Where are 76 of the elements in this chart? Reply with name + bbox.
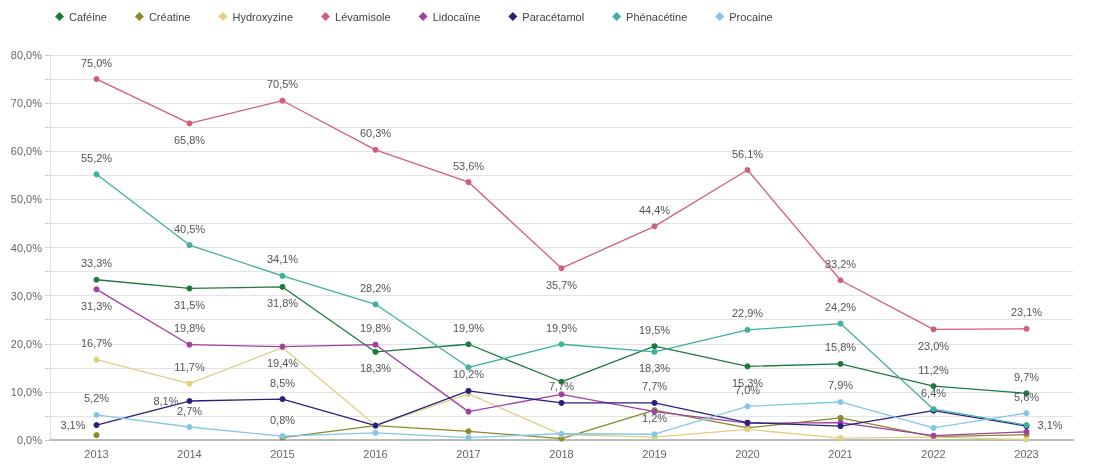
data-label: 33,2% [824,257,857,270]
data-label: 19,8% [359,322,392,335]
data-label: 19,9% [452,321,485,334]
legend-label: Lévamisole [335,10,391,23]
data-label: 1,2% [641,411,668,424]
data-label: 19,4% [266,357,299,370]
legend-label: Créatine [148,10,191,23]
x-tick-label: 2021 [828,447,853,460]
data-label: 65,8% [173,133,206,146]
data-label: 7,9% [827,379,854,392]
data-label: 16,7% [80,337,113,350]
data-label: 18,3% [638,362,671,375]
data-label: 33,3% [80,257,113,270]
data-label: 2,7% [176,404,203,417]
y-tick-label: 30,0% [10,289,43,302]
data-label: 23,0% [917,339,950,352]
data-label: 6,4% [920,386,947,399]
legend-label: Lidocaïne [432,10,481,23]
data-label: 31,8% [266,297,299,310]
data-label: 18,3% [359,362,392,375]
data-label: 60,3% [359,127,392,140]
x-tick-label: 2016 [363,447,388,460]
data-label: 5,6% [1013,390,1040,403]
data-label: 15,8% [824,341,857,354]
data-label: 8,1% [153,395,179,408]
data-label: 19,8% [173,322,206,335]
data-label: 28,2% [359,281,392,294]
data-label: 11,7% [174,361,205,374]
x-tick-label: 2013 [84,447,109,460]
data-label: 5,2% [83,392,110,405]
data-label: 34,1% [266,253,299,266]
data-label: 9,7% [1013,370,1040,383]
x-tick-label: 2015 [270,447,295,460]
data-label: 3,1% [60,419,86,432]
data-label: 19,5% [638,323,671,336]
data-label: 55,2% [80,151,113,164]
y-tick-label: 0,0% [16,434,43,446]
x-tick-label: 2014 [177,447,202,460]
y-tick-label: 40,0% [10,241,43,254]
data-label: 10,2% [452,368,485,381]
data-label: 70,5% [266,78,299,91]
data-label: 53,6% [452,159,485,172]
x-tick-label: 2019 [642,447,667,460]
y-tick-label: 10,0% [10,385,43,398]
data-label: 22,9% [731,307,764,320]
data-label: 35,7% [545,278,578,291]
data-label: 31,3% [80,299,113,312]
legend-label: Procaine [729,10,773,23]
data-label: 23,1% [1010,306,1043,319]
y-tick-label: 50,0% [10,193,43,206]
data-label: 3,1% [1037,419,1063,432]
legend-label: Hydroxyzine [232,10,294,23]
x-tick-label: 2020 [735,447,760,460]
y-tick-label: 20,0% [10,337,43,350]
data-label: 7,7% [641,380,668,393]
x-tick-label: 2023 [1014,447,1039,460]
data-label: 40,5% [173,222,206,235]
data-label: 44,4% [638,203,671,216]
x-tick-label: 2022 [921,447,946,460]
data-label: 31,5% [173,298,206,311]
data-label: 0,8% [269,413,296,426]
data-label: 75,0% [80,56,113,69]
y-tick-label: 80,0% [10,49,43,61]
data-label: 56,1% [731,147,764,160]
legend-label: Caféine [69,10,107,23]
data-label: 11,2% [918,363,949,376]
x-tick-label: 2018 [549,447,574,460]
y-tick-label: 70,0% [10,97,43,110]
data-label: 24,2% [824,301,857,314]
y-tick-label: 60,0% [10,145,43,158]
legend-label: Phénacétine [626,10,688,23]
data-label: 7,7% [548,380,575,393]
legend-label: Paracétamol [522,10,585,23]
x-tick-label: 2017 [456,447,481,460]
data-label: 19,9% [545,321,578,334]
data-label: 8,5% [269,376,296,389]
